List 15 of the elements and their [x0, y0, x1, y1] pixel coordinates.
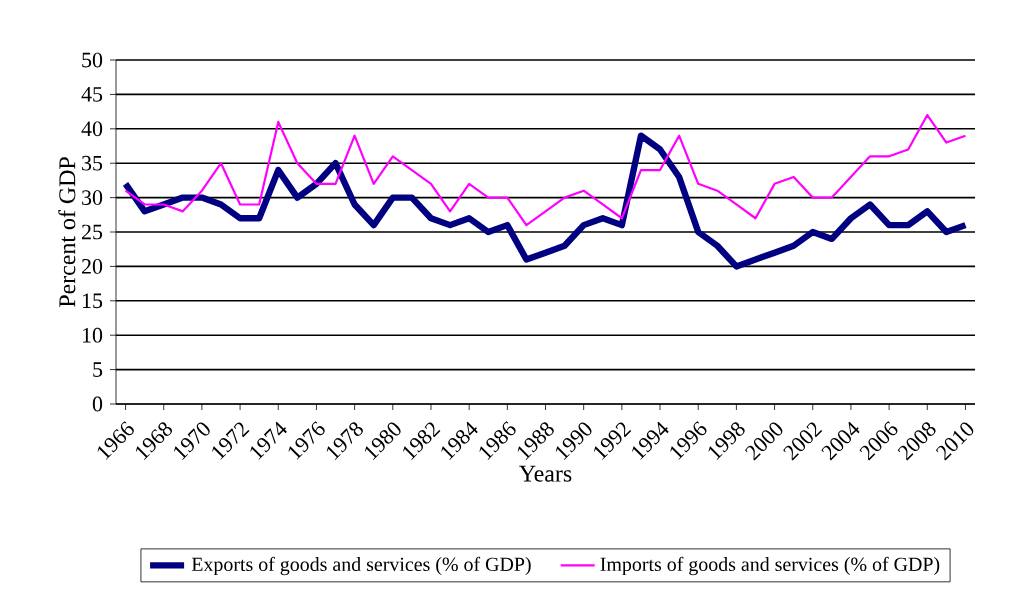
y-tick-label: 20	[82, 259, 103, 274]
y-tick-label: 30	[82, 190, 103, 206]
y-tick-label: 10	[82, 327, 103, 343]
y-tick-label: 35	[82, 155, 103, 171]
y-tick-label: 50	[82, 52, 103, 68]
y-tick-label: 45	[81, 87, 103, 102]
x-axis-title: Years	[519, 465, 572, 482]
y-tick-label: 5	[93, 362, 103, 377]
y-tick-label: 15	[82, 293, 103, 309]
legend-label: Imports of goods and services (% of GDP)	[600, 556, 940, 576]
legend-label: Exports of goods and services (% of GDP)	[191, 556, 531, 576]
y-tick-label: 25	[82, 224, 103, 240]
y-tick-label: 0	[92, 396, 103, 412]
y-axis-title: Percent of GDP	[58, 157, 76, 308]
y-tick-label: 40	[81, 121, 103, 137]
